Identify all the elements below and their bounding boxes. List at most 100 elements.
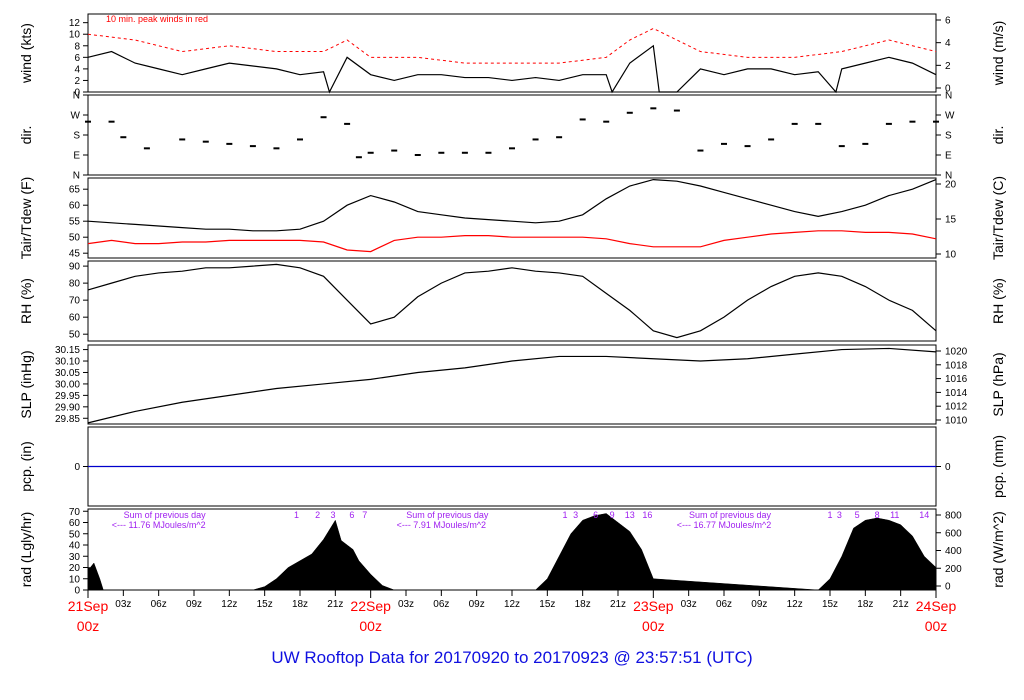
- xtick-label: 15z: [822, 599, 838, 610]
- radiation-ylabel: rad (Lgly/hr): [18, 512, 34, 587]
- dir-point: [179, 138, 186, 141]
- wind-ytick-label: 4: [74, 64, 80, 75]
- radiation-ytick-right-label: 600: [945, 528, 962, 539]
- pressure-ytick-label: 30.15: [55, 345, 80, 356]
- xtick-label: 09z: [751, 599, 767, 610]
- pressure-ytick-right-label: 1018: [945, 360, 968, 371]
- wind-ytick-label: 12: [69, 18, 81, 29]
- dir-ytick-right-label: S: [945, 131, 952, 142]
- dir-point: [438, 151, 445, 154]
- temperature-ytick-right-label: 10: [945, 250, 957, 261]
- pressure-ytick-label: 29.90: [55, 402, 80, 413]
- xtick-label: 12z: [504, 599, 520, 610]
- pressure-ytick-label: 29.85: [55, 414, 80, 425]
- wind-series-10-min-peak-winds: [87, 27, 937, 64]
- dir-point: [120, 136, 127, 139]
- temperature-series-tdew: [87, 230, 937, 253]
- dir-point: [909, 120, 916, 123]
- pressure-ytick-label: 30.10: [55, 357, 80, 368]
- xtick-label: 15z: [257, 599, 273, 610]
- wind-ytick-label: 10: [69, 30, 81, 41]
- date-time-label: 00z: [359, 618, 382, 634]
- xtick-label: 06z: [151, 599, 167, 610]
- dir-point: [108, 120, 115, 123]
- pressure-ylabel: SLP (inHg): [18, 350, 34, 418]
- dir-point: [791, 122, 798, 125]
- wind-series-wind: [87, 44, 937, 94]
- radiation-note: Sum of previous day: [124, 510, 207, 520]
- radiation-marker: 16: [642, 510, 652, 520]
- radiation-ylabel-right: rad (W/m^2): [990, 511, 1006, 588]
- wind-panel-frame: [87, 13, 937, 93]
- temperature-ytick-label: 60: [69, 201, 81, 212]
- pressure-ytick-label: 30.00: [55, 379, 80, 390]
- radiation-ytick-label: 60: [69, 518, 81, 529]
- temperature-ytick-label: 50: [69, 233, 81, 244]
- pressure-series-slp: [87, 347, 937, 424]
- chart-title: UW Rooftop Data for 20170920 to 20170923…: [271, 648, 753, 667]
- temperature-panel-frame: [87, 177, 937, 259]
- dir-point: [862, 142, 869, 145]
- radiation-marker: 8: [875, 510, 880, 520]
- dir-ytick-label: E: [73, 151, 80, 162]
- radiation-marker: 3: [330, 510, 335, 520]
- dir-point: [603, 120, 610, 123]
- radiation-ytick-label: 30: [69, 552, 81, 563]
- dir-point: [532, 138, 539, 141]
- precip-ylabel: pcp. (in): [18, 441, 34, 492]
- radiation-ytick-right-label: 0: [945, 582, 951, 593]
- rh-ytick-label: 70: [69, 296, 81, 307]
- dir-point: [556, 136, 563, 139]
- date-time-label: 00z: [925, 618, 948, 634]
- dir-point: [202, 140, 209, 143]
- dir-ytick-label: W: [71, 111, 81, 122]
- temperature-ytick-label: 45: [69, 249, 81, 260]
- dir-ytick-label: N: [73, 91, 80, 102]
- wind-annotation: 10 min. peak winds in red: [106, 14, 208, 24]
- radiation-marker: 13: [625, 510, 635, 520]
- dir-point: [933, 120, 939, 123]
- xtick-label: 18z: [575, 599, 591, 610]
- dir-point: [744, 145, 751, 148]
- xtick-label: 12z: [221, 599, 237, 610]
- radiation-marker: 6: [593, 510, 598, 520]
- dir-point: [673, 109, 680, 112]
- dir-point: [297, 138, 303, 141]
- radiation-ytick-label: 20: [69, 563, 81, 574]
- date-time-label: 00z: [77, 618, 100, 634]
- dir-point: [885, 122, 892, 125]
- xtick-label: 12z: [787, 599, 803, 610]
- radiation-ytick-right-label: 200: [945, 564, 962, 575]
- rh-panel-frame: [87, 260, 937, 342]
- xtick-label: 18z: [292, 599, 308, 610]
- radiation-ytick-label: 70: [69, 507, 81, 518]
- dir-point: [768, 138, 775, 141]
- precip-ytick-right-label: 0: [945, 462, 951, 473]
- wind-ytick-right-label: 6: [945, 16, 951, 27]
- temperature-ytick-right-label: 20: [945, 180, 957, 191]
- dir-point: [485, 151, 492, 154]
- dir-point: [355, 156, 362, 159]
- dir-point: [249, 145, 256, 148]
- xtick-label: 03z: [115, 599, 131, 610]
- rh-ytick-label: 50: [69, 330, 81, 341]
- wind-ytick-right-label: 2: [945, 61, 951, 72]
- xtick-label: 21z: [610, 599, 626, 610]
- date-label: 24Sep: [916, 598, 957, 614]
- dir-point: [579, 118, 586, 121]
- radiation-ytick-label: 40: [69, 541, 81, 552]
- wind-ytick-right-label: 4: [945, 38, 951, 49]
- temperature-ylabel: Tair/Tdew (F): [18, 177, 34, 259]
- radiation-area: [87, 513, 937, 591]
- dir-point: [344, 122, 351, 125]
- pressure-ytick-right-label: 1016: [945, 374, 968, 385]
- dir-point: [320, 116, 327, 119]
- radiation-ytick-label: 10: [69, 574, 81, 585]
- radiation-marker: 11: [890, 510, 899, 520]
- dir-ytick-label: S: [73, 131, 80, 142]
- wind-ylabel: wind (kts): [18, 23, 34, 84]
- dir-panel-frame: [87, 94, 937, 176]
- dir-point: [85, 120, 91, 123]
- dir-point: [226, 142, 233, 145]
